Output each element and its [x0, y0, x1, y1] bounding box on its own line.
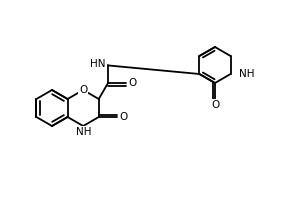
- Text: O: O: [79, 85, 87, 95]
- Text: NH: NH: [76, 127, 92, 137]
- Text: NH: NH: [238, 69, 254, 79]
- Text: O: O: [129, 78, 137, 88]
- Text: HN: HN: [90, 59, 106, 69]
- Text: O: O: [211, 100, 219, 110]
- Text: O: O: [120, 112, 128, 122]
